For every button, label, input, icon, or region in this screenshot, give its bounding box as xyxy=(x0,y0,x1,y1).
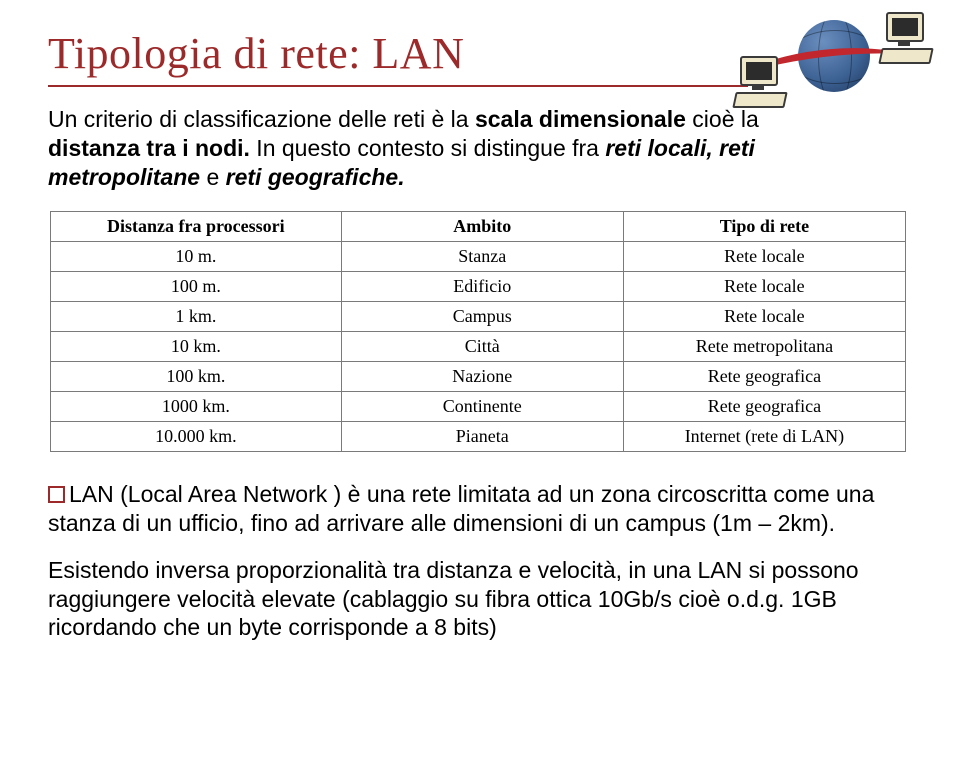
body-para-2: Esistendo inversa proporzionalità tra di… xyxy=(48,556,928,642)
intro-bold-2: distanza tra i nodi. xyxy=(48,135,250,161)
network-table: Distanza fra processori Ambito Tipo di r… xyxy=(50,211,906,452)
cell: Pianeta xyxy=(341,422,623,452)
cell: Campus xyxy=(341,302,623,332)
table-row: 1000 km. Continente Rete geografica xyxy=(51,392,906,422)
computer-left-icon xyxy=(734,56,786,108)
intro-text-1: Un criterio di classificazione delle ret… xyxy=(48,106,475,132)
cell: Rete metropolitana xyxy=(623,332,905,362)
cell: Continente xyxy=(341,392,623,422)
table-row: 10 km. Città Rete metropolitana xyxy=(51,332,906,362)
th-tipo: Tipo di rete xyxy=(623,212,905,242)
table-row: 10 m. Stanza Rete locale xyxy=(51,242,906,272)
table-row: 100 m. Edificio Rete locale xyxy=(51,272,906,302)
cell: Rete locale xyxy=(623,302,905,332)
computer-right-icon xyxy=(880,12,932,64)
table-row: 10.000 km. Pianeta Internet (rete di LAN… xyxy=(51,422,906,452)
cell: Edificio xyxy=(341,272,623,302)
bullet-box-icon xyxy=(48,486,65,503)
intro-bold-1: scala dimensionale xyxy=(475,106,686,132)
cell: 10 m. xyxy=(51,242,342,272)
cell: 100 m. xyxy=(51,272,342,302)
intro-text-4: e xyxy=(200,164,226,190)
th-ambito: Ambito xyxy=(341,212,623,242)
body-para-1: LAN (Local Area Network ) è una rete lim… xyxy=(48,480,928,538)
table-header-row: Distanza fra processori Ambito Tipo di r… xyxy=(51,212,906,242)
cell: 100 km. xyxy=(51,362,342,392)
table-row: 100 km. Nazione Rete geografica xyxy=(51,362,906,392)
cell: Rete locale xyxy=(623,242,905,272)
cell: Città xyxy=(341,332,623,362)
cell: 10.000 km. xyxy=(51,422,342,452)
intro-text-3: In questo contesto si distingue fra xyxy=(250,135,605,161)
cell: 1 km. xyxy=(51,302,342,332)
cell: Rete locale xyxy=(623,272,905,302)
para2-text: Esistendo inversa proporzionalità tra di… xyxy=(48,557,859,641)
cell: Internet (rete di LAN) xyxy=(623,422,905,452)
title-underline xyxy=(48,85,748,87)
intro-paragraph: Un criterio di classificazione delle ret… xyxy=(48,105,848,191)
table-body: 10 m. Stanza Rete locale 100 m. Edificio… xyxy=(51,242,906,452)
cell: 10 km. xyxy=(51,332,342,362)
cell: Stanza xyxy=(341,242,623,272)
cell: Rete geografica xyxy=(623,392,905,422)
network-clipart xyxy=(732,6,932,114)
cell: Nazione xyxy=(341,362,623,392)
cell: 1000 km. xyxy=(51,392,342,422)
slide: Tipologia di rete: LAN Un criterio di cl… xyxy=(0,0,960,767)
intro-bolditalic-2: reti geografiche. xyxy=(226,164,405,190)
table-row: 1 km. Campus Rete locale xyxy=(51,302,906,332)
th-distance: Distanza fra processori xyxy=(51,212,342,242)
cell: Rete geografica xyxy=(623,362,905,392)
para1-text: LAN (Local Area Network ) è una rete lim… xyxy=(48,481,874,536)
